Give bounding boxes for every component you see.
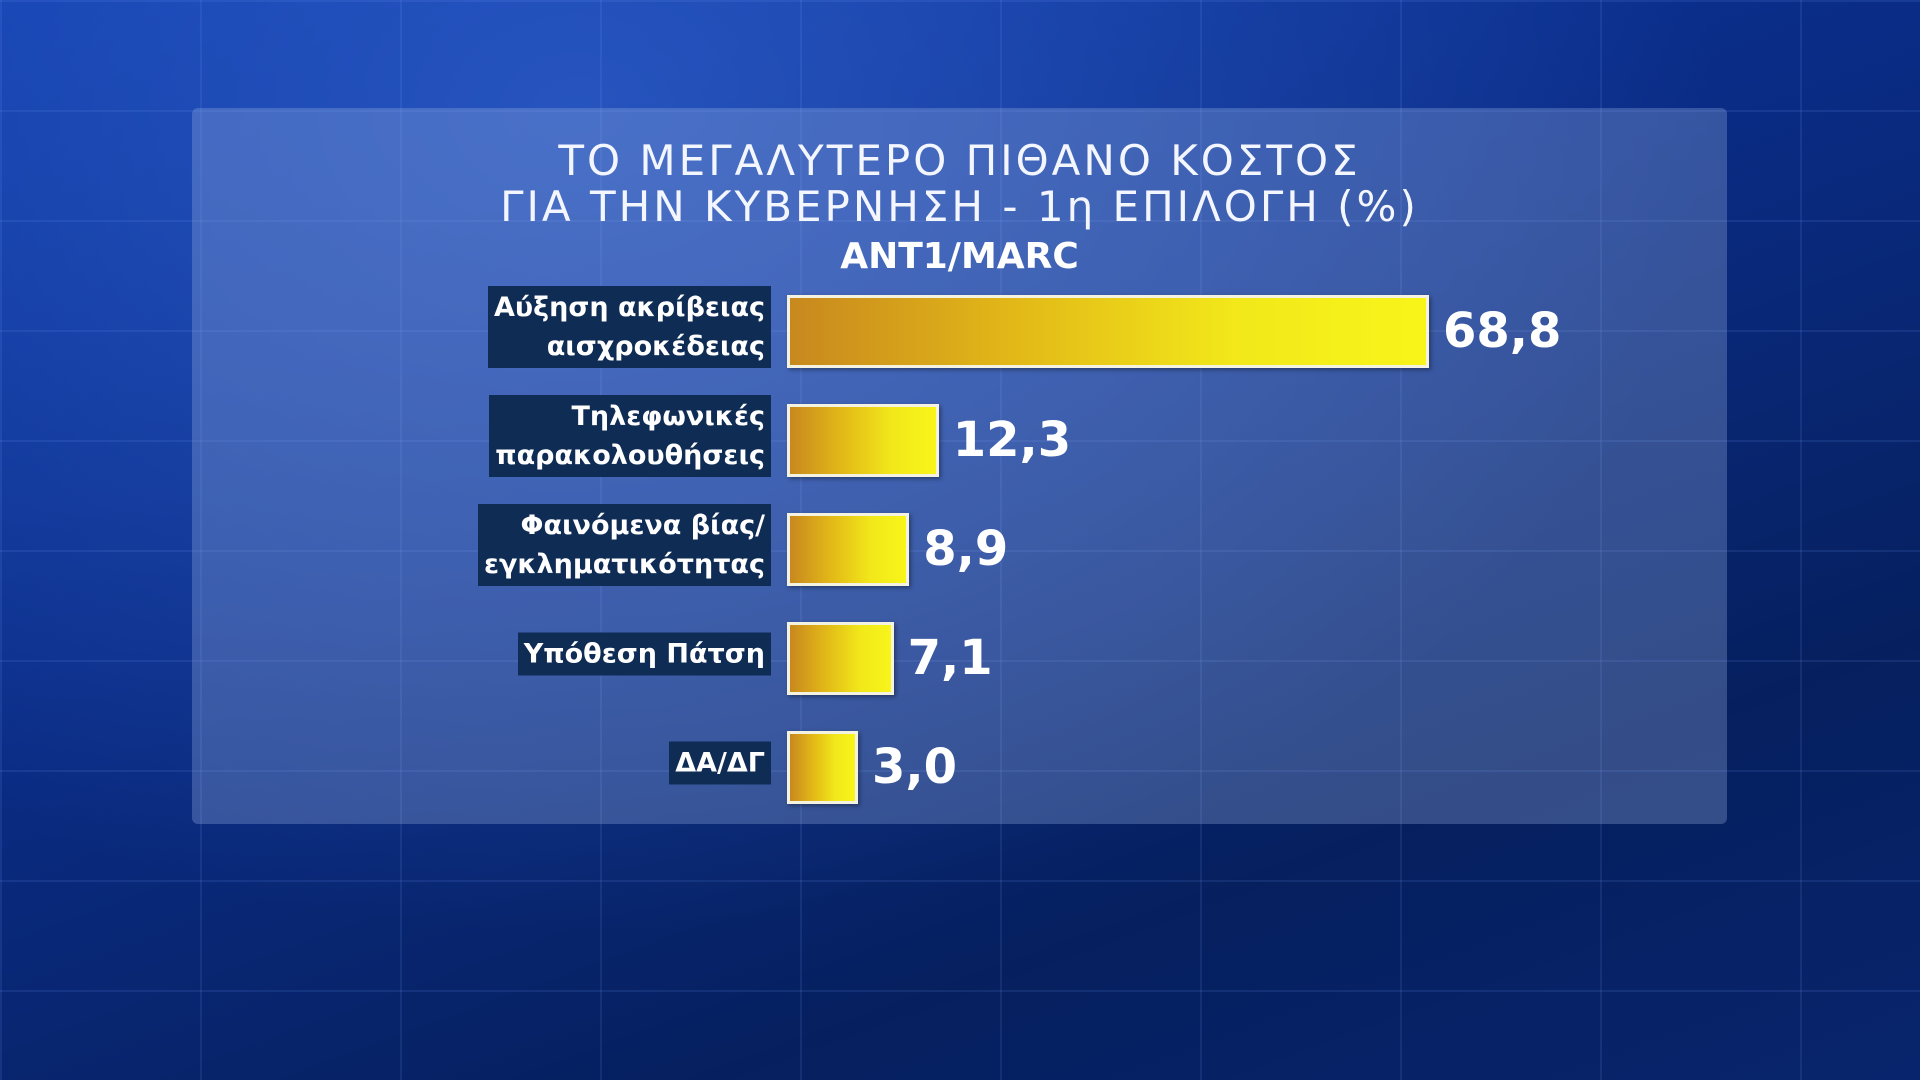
chart-subtitle: ANT1/MARC — [840, 236, 1079, 277]
value-label: 12,3 — [952, 412, 1072, 468]
category-label: Φαινόμενα βίας/ εγκληματικότητας — [477, 504, 771, 586]
bar — [787, 403, 939, 477]
category-label: Τηλεφωνικές παρακολουθήσεις — [489, 395, 771, 477]
category-label: Αύξηση ακρίβειας αισχροκέδειας — [488, 286, 771, 368]
value-label: 68,8 — [1443, 303, 1562, 359]
bar — [787, 512, 910, 586]
bar — [787, 621, 894, 695]
category-label: ΔΑ/ΔΓ — [669, 741, 771, 785]
chart-title: ΤΟ ΜΕΓΑΛΥΤΕΡΟ ΠΙΘΑΝΟ ΚΟΣΤΟΣ ΓΙΑ ΤΗΝ ΚΥΒΕ… — [500, 136, 1419, 231]
value-label: 8,9 — [923, 521, 1009, 577]
bar — [787, 730, 859, 804]
category-label: Υπόθεση Πάτση — [517, 632, 771, 676]
value-label: 3,0 — [872, 739, 958, 795]
chart-panel — [192, 108, 1727, 824]
bar — [787, 294, 1429, 368]
value-label: 7,1 — [907, 630, 993, 686]
